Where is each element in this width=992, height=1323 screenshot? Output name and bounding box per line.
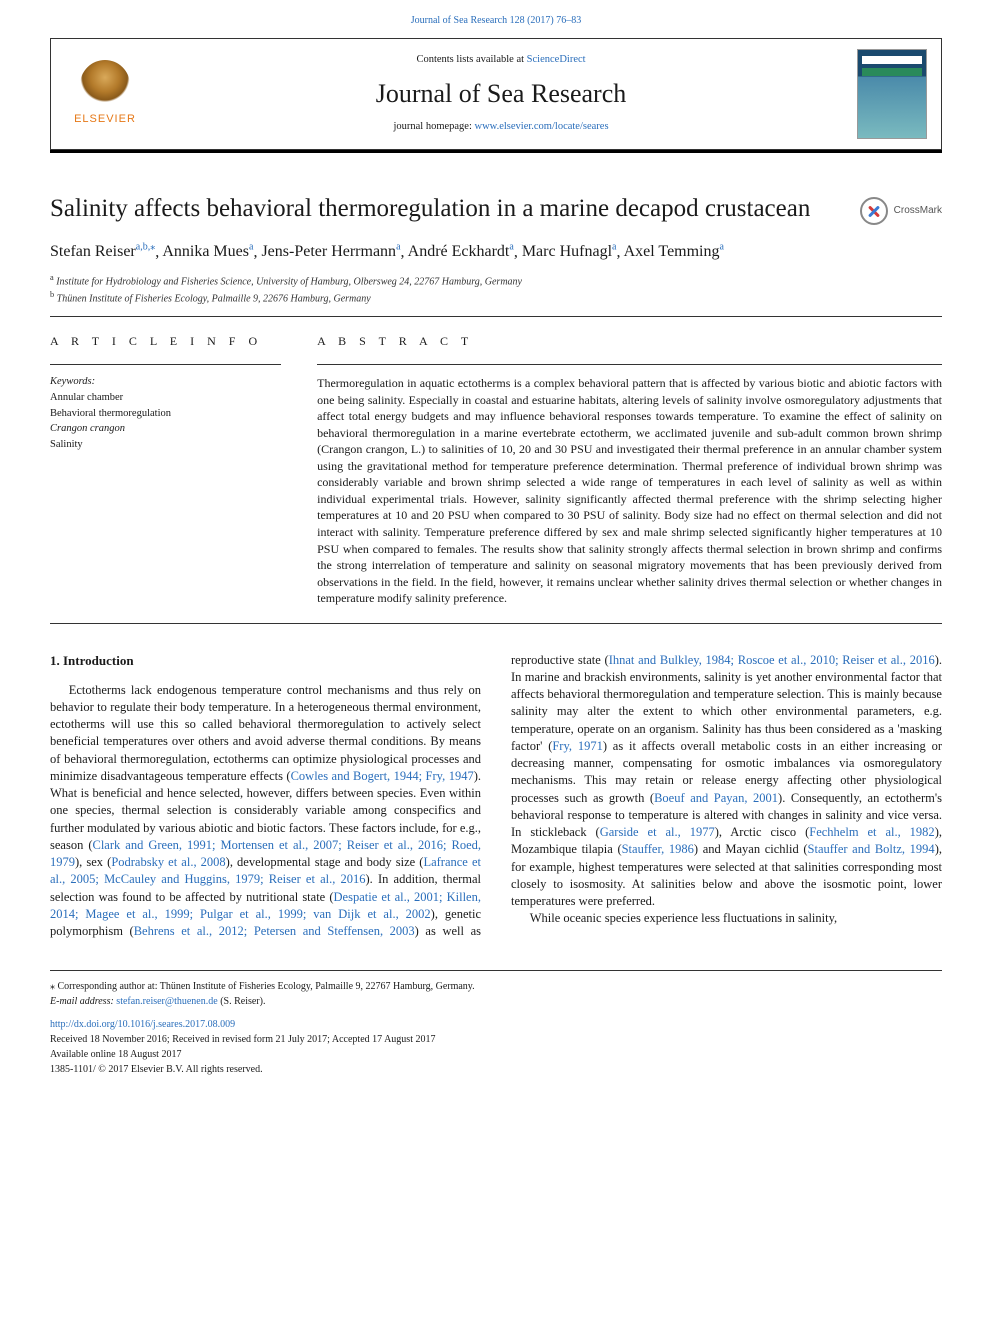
author-2[interactable]: Annika Muesa [162, 243, 253, 260]
doi-line: http://dx.doi.org/10.1016/j.seares.2017.… [50, 1017, 942, 1032]
author-4[interactable]: André Eckhardta [408, 243, 514, 260]
keyword-item: Crangon crangon [50, 422, 281, 437]
body-text: 1. Introduction Ectotherms lack endogeno… [50, 652, 942, 941]
citation-link[interactable]: Stauffer and Boltz, 1994 [808, 842, 935, 856]
abstract-rule [317, 364, 942, 365]
contents-pre: Contents lists available at [416, 54, 526, 65]
homepage-pre: journal homepage: [393, 121, 474, 132]
journal-issue-link[interactable]: Journal of Sea Research 128 (2017) 76–83 [0, 0, 992, 32]
contents-available-line: Contents lists available at ScienceDirec… [145, 53, 857, 68]
info-rule [50, 364, 281, 365]
citation-link[interactable]: Boeuf and Payan, 2001 [654, 791, 778, 805]
author-1[interactable]: Stefan Reisera,b,⁎ [50, 243, 155, 260]
keyword-item: Salinity [50, 438, 281, 453]
affiliation-a: a Institute for Hydrobiology and Fisheri… [50, 272, 942, 289]
elsevier-tree-icon [80, 60, 130, 110]
header-rule [50, 150, 942, 153]
homepage-link[interactable]: www.elsevier.com/locate/seares [475, 121, 609, 132]
article-info-column: A R T I C L E I N F O Keywords: Annular … [50, 333, 281, 606]
crossmark-widget[interactable]: CrossMark [860, 197, 942, 225]
citation-link[interactable]: Fechhelm et al., 1982 [809, 825, 934, 839]
article-info-label: A R T I C L E I N F O [50, 333, 281, 350]
citation-link[interactable]: Cowles and Bogert, 1944; Fry, 1947 [291, 769, 474, 783]
author-5[interactable]: Marc Hufnagla [522, 243, 617, 260]
corresponding-email: E-mail address: stefan.reiser@thuenen.de… [50, 994, 942, 1009]
doi-link[interactable]: http://dx.doi.org/10.1016/j.seares.2017.… [50, 1019, 235, 1030]
keywords-label: Keywords: [50, 375, 281, 390]
homepage-line: journal homepage: www.elsevier.com/locat… [145, 120, 857, 135]
citation-link[interactable]: Fry, 1971 [552, 739, 602, 753]
article-footer: ⁎ Corresponding author at: Thünen Instit… [50, 970, 942, 1077]
crossmark-label: CrossMark [894, 204, 942, 218]
keyword-item: Behavioral thermoregulation [50, 407, 281, 422]
citation-link[interactable]: Ihnat and Bulkley, 1984; Roscoe et al., … [609, 653, 935, 667]
author-3[interactable]: Jens-Peter Herrmanna [261, 243, 400, 260]
publisher-logo[interactable]: ELSEVIER [65, 54, 145, 134]
email-link[interactable]: stefan.reiser@thuenen.de [116, 996, 217, 1007]
article-title: Salinity affects behavioral thermoregula… [50, 193, 840, 226]
keyword-item: Annular chamber [50, 391, 281, 406]
divider-rule [50, 316, 942, 317]
sciencedirect-link[interactable]: ScienceDirect [527, 54, 586, 65]
publisher-name: ELSEVIER [74, 112, 136, 127]
journal-header: ELSEVIER Contents lists available at Sci… [50, 38, 942, 150]
copyright-line: 1385-1101/ © 2017 Elsevier B.V. All righ… [50, 1062, 942, 1077]
journal-issue-text: Journal of Sea Research 128 (2017) 76–83 [411, 15, 582, 26]
abstract-text: Thermoregulation in aquatic ectotherms i… [317, 375, 942, 607]
abstract-label: A B S T R A C T [317, 333, 942, 350]
abstract-column: A B S T R A C T Thermoregulation in aqua… [317, 333, 942, 606]
affiliation-b: b Thünen Institute of Fisheries Ecology,… [50, 289, 942, 306]
affiliations: a Institute for Hydrobiology and Fisheri… [50, 272, 942, 307]
section-heading-1: 1. Introduction [50, 652, 481, 670]
online-date-line: Available online 18 August 2017 [50, 1047, 942, 1062]
citation-link[interactable]: Garside et al., 1977 [600, 825, 715, 839]
journal-name: Journal of Sea Research [145, 76, 857, 112]
journal-cover-thumbnail[interactable] [857, 49, 927, 139]
crossmark-icon [860, 197, 888, 225]
keywords-list: Annular chamber Behavioral thermoregulat… [50, 391, 281, 453]
citation-link[interactable]: Stauffer, 1986 [622, 842, 694, 856]
authors-line: Stefan Reisera,b,⁎, Annika Muesa, Jens-P… [50, 240, 942, 264]
corresponding-author: ⁎ Corresponding author at: Thünen Instit… [50, 979, 942, 994]
intro-paragraph-2: While oceanic species experience less fl… [511, 910, 942, 927]
intro-paragraph-1: Ectotherms lack endogenous temperature c… [50, 652, 942, 941]
citation-link[interactable]: Podrabsky et al., 2008 [111, 855, 225, 869]
citation-link[interactable]: Behrens et al., 2012; Petersen and Steff… [134, 924, 415, 938]
author-6[interactable]: Axel Temminga [624, 243, 724, 260]
header-center: Contents lists available at ScienceDirec… [145, 53, 857, 135]
divider-rule [50, 623, 942, 624]
history-line: Received 18 November 2016; Received in r… [50, 1032, 942, 1047]
